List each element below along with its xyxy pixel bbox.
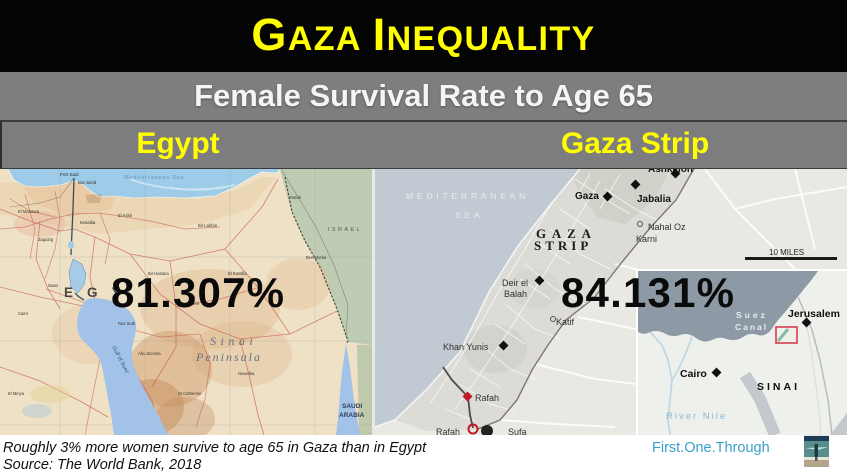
svg-text:Gaza: Gaza <box>575 191 599 202</box>
svg-text:Nahal Oz: Nahal Oz <box>648 222 686 232</box>
svg-text:GAZA: GAZA <box>536 226 597 241</box>
svg-text:Balah: Balah <box>504 289 527 299</box>
svg-text:MEDITERRANEAN: MEDITERRANEAN <box>406 191 529 201</box>
svg-text:Bur Sa'id: Bur Sa'id <box>78 180 97 185</box>
svg-text:River Nile: River Nile <box>666 411 727 422</box>
svg-text:Beersheba: Beersheba <box>306 255 327 260</box>
svg-text:Ras Sudr: Ras Sudr <box>118 321 136 326</box>
svg-text:STRIP: STRIP <box>534 238 592 253</box>
svg-text:Suez: Suez <box>48 283 59 288</box>
svg-text:Bir Lahfan: Bir Lahfan <box>198 223 218 228</box>
svg-text:Canal: Canal <box>735 322 768 332</box>
svg-text:Cairo: Cairo <box>680 368 707 380</box>
svg-text:Rafah: Rafah <box>436 427 460 435</box>
svg-text:El Minya: El Minya <box>8 391 25 396</box>
svg-text:10 MILES: 10 MILES <box>769 248 804 257</box>
svg-text:Port Said: Port Said <box>60 172 79 177</box>
svg-text:El Arish: El Arish <box>118 213 133 218</box>
svg-text:Mediterranean Sea: Mediterranean Sea <box>124 175 185 181</box>
svg-text:Sinai: Sinai <box>210 334 257 348</box>
svg-text:Jerusalem: Jerusalem <box>788 308 840 320</box>
svg-text:St Catherine: St Catherine <box>178 391 202 396</box>
svg-text:Katif: Katif <box>556 317 575 327</box>
svg-text:Jabalia: Jabalia <box>637 194 671 205</box>
svg-text:Zagazig: Zagazig <box>38 237 54 242</box>
svg-text:Nakhl: Nakhl <box>188 301 199 306</box>
svg-text:Suez: Suez <box>736 310 768 320</box>
svg-text:Sufa: Sufa <box>508 427 527 435</box>
svg-text:Rafah: Rafah <box>475 393 499 403</box>
svg-text:Bir Hasana: Bir Hasana <box>148 271 169 276</box>
svg-text:Cairo: Cairo <box>18 311 29 316</box>
svg-text:Ismailia: Ismailia <box>80 220 96 225</box>
svg-text:Khan Yunis: Khan Yunis <box>443 342 489 352</box>
svg-text:Ashkelon: Ashkelon <box>648 169 693 175</box>
svg-text:EGY: EGY <box>64 285 135 300</box>
svg-text:SAUDI: SAUDI <box>342 403 362 410</box>
svg-text:Deir el: Deir el <box>502 278 528 288</box>
svg-text:Peninsula: Peninsula <box>195 350 262 364</box>
svg-text:ARABIA: ARABIA <box>339 412 365 419</box>
svg-text:Abu Zenima: Abu Zenima <box>138 351 161 356</box>
svg-text:El Kuntilla: El Kuntilla <box>228 271 247 276</box>
svg-text:SINAI: SINAI <box>757 381 800 393</box>
svg-text:ISRAEL: ISRAEL <box>328 227 362 233</box>
svg-text:Nuweiba: Nuweiba <box>238 371 255 376</box>
svg-text:Karni: Karni <box>636 234 657 244</box>
svg-text:El Mansura: El Mansura <box>18 209 40 214</box>
svg-text:SEA: SEA <box>455 210 483 220</box>
svg-text:Rafah: Rafah <box>290 195 302 200</box>
